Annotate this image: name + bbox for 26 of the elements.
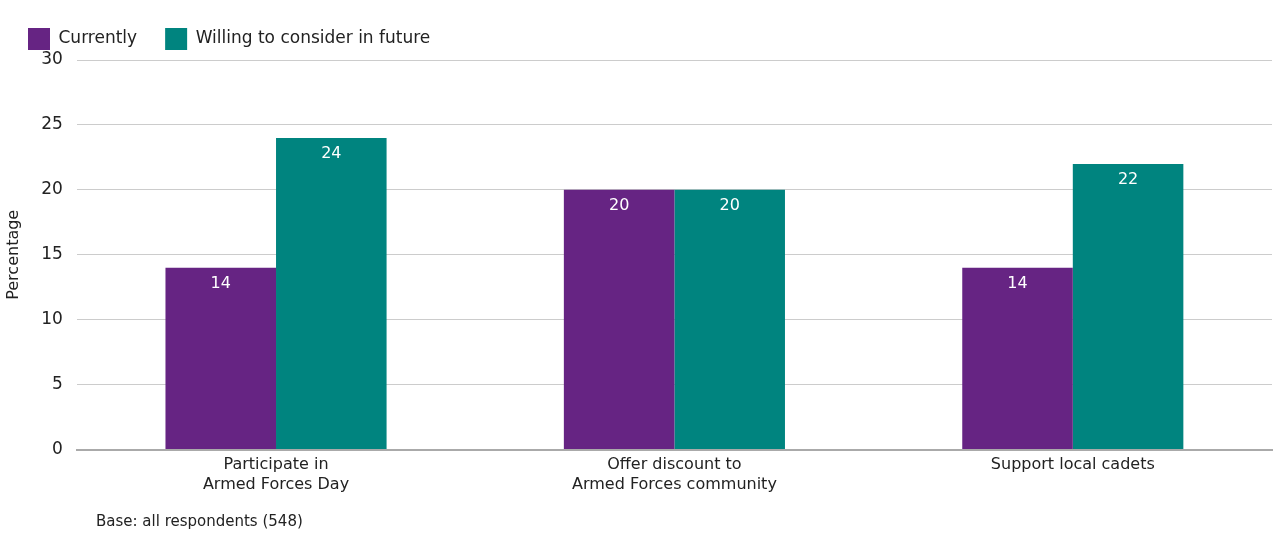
y-tick-label: 25 xyxy=(41,113,63,134)
bar xyxy=(563,189,675,450)
data-label: 20 xyxy=(608,195,630,215)
data-label: 20 xyxy=(719,195,740,215)
text: Base: all respondents (548) xyxy=(96,512,303,530)
bar xyxy=(165,267,277,450)
legend-label: Currently xyxy=(58,27,138,48)
y-tick-label: 20 xyxy=(41,178,63,199)
bar xyxy=(276,137,387,450)
data-label: 14 xyxy=(1007,272,1028,292)
data-label: 24 xyxy=(321,143,342,163)
y-tick-label: 5 xyxy=(52,373,63,394)
x-tick-label: Support local cadets xyxy=(990,454,1155,474)
y-tick-label: 10 xyxy=(41,308,63,329)
y-tick-label: 30 xyxy=(41,48,63,69)
y-tick-label: 0 xyxy=(52,438,63,459)
y-tick-label: 15 xyxy=(41,243,63,264)
bar xyxy=(674,189,785,450)
legend-label: Willing to consider in future xyxy=(195,27,431,48)
y-axis-title: Percentage xyxy=(2,209,22,300)
x-tick-label: Participate in Armed Forces Day xyxy=(202,454,350,493)
bar xyxy=(962,267,1073,450)
bar xyxy=(1072,163,1184,450)
data-label: 14 xyxy=(210,272,231,292)
data-label: 22 xyxy=(1117,169,1139,189)
x-tick-label: Offer discount to Armed Forces community xyxy=(571,454,777,493)
